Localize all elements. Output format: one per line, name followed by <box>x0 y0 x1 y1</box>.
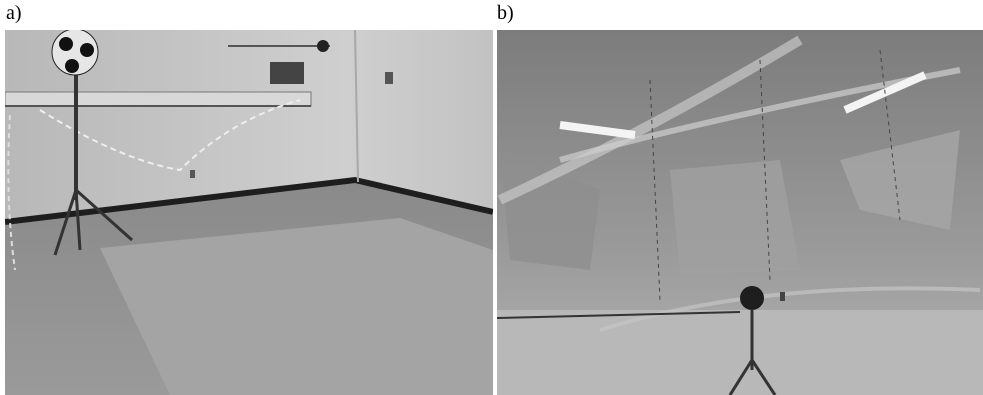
figure: a) b) <box>0 0 983 395</box>
photos <box>0 0 983 395</box>
photo-b <box>497 30 983 395</box>
photo-a <box>5 29 493 395</box>
